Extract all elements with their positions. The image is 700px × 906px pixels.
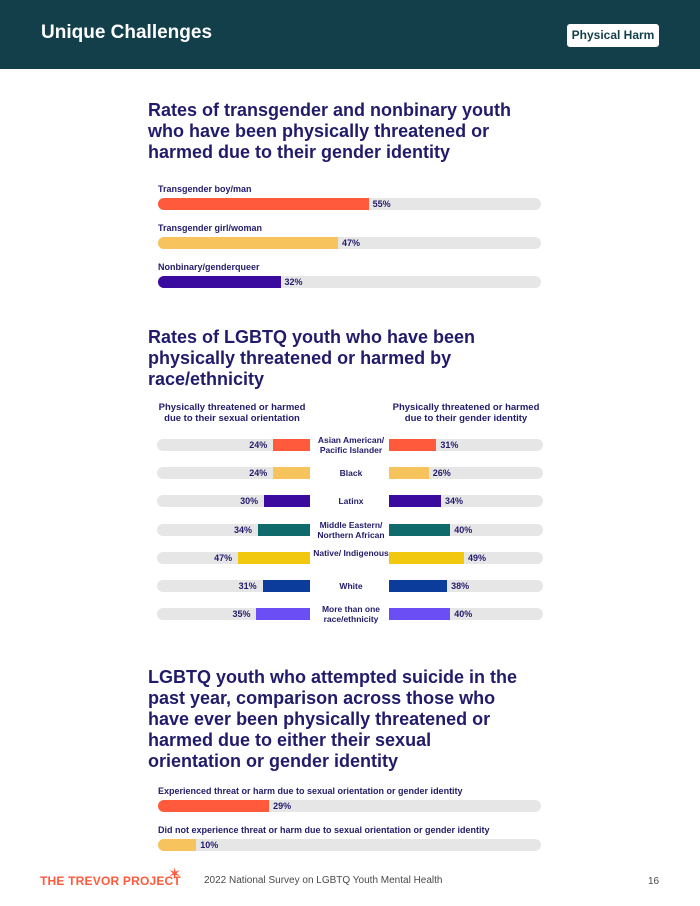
bar [389,580,448,592]
bar [389,551,464,564]
bar [264,495,310,508]
chart2-title: Rates of LGBTQ youth who have been physi… [148,327,476,389]
bar [158,800,270,812]
bar-label: Did not experience threat or harm due to… [158,825,490,835]
category-label: Middle Eastern/ Northern African [317,519,385,540]
data-label: 35% [232,609,251,620]
data-label: 49% [467,552,486,563]
data-label: 47% [342,238,361,248]
data-label: 24% [249,468,268,479]
bar [389,523,451,536]
bar-track [157,439,310,451]
data-label: 38% [451,581,470,591]
category-label: Black [339,468,363,479]
bar [273,467,310,480]
data-label: 26% [432,468,451,479]
bar [389,495,442,508]
data-label: 24% [249,440,268,450]
trevor-logo: THE TREVOR PROJECT [40,874,181,888]
category-label: More than one race/ethnicity [321,604,381,625]
data-label: 32% [284,277,303,287]
category-label: Asian American/ Pacific Islander [317,435,385,455]
bar-label: Transgender girl/woman [158,223,263,233]
bar [389,439,437,451]
footer-text: 2022 National Survey on LGBTQ Youth Ment… [204,875,443,886]
section-tag: Physical Harm [567,24,659,47]
data-label: 40% [454,524,473,535]
bar [262,580,310,592]
data-label: 10% [200,840,219,850]
bar [158,237,338,249]
data-label: 31% [440,440,459,450]
bar [158,839,197,851]
bar-label: Nonbinary/genderqueer [158,262,260,272]
bar [389,608,451,621]
data-label: 34% [233,524,252,535]
data-label: 47% [214,552,233,563]
bar [256,608,310,621]
bar-label: Experienced threat or harm due to sexual… [158,786,463,796]
category-label: White [339,581,363,591]
chart2-right-header: Physically threatened or harmed due to t… [392,402,540,424]
chart3-title: LGBTQ youth who attempted suicide in the… [148,667,518,771]
bar [389,467,429,480]
chart2-left-header: Physically threatened or harmed due to t… [158,402,306,424]
data-label: 55% [372,199,391,209]
bar [158,276,281,288]
data-label: 29% [273,801,292,811]
star-icon: ✶ [168,866,182,883]
category-label: Native/ Indigenous [313,547,389,558]
bar [273,439,310,451]
page-header: Unique Challenges Physical Harm [0,0,700,69]
page-title: Unique Challenges [41,22,213,43]
bar-track [158,839,541,851]
bar-track [157,467,310,480]
data-label: 31% [238,581,257,591]
bar [257,523,310,536]
page-number: 16 [648,876,660,887]
bar [238,551,310,564]
data-label: 30% [240,496,259,507]
bar [158,198,369,210]
data-label: 40% [454,609,473,620]
bar-label: Transgender boy/man [158,184,252,194]
data-label: 34% [445,496,464,507]
chart1-title: Rates of transgender and nonbinary youth… [148,100,512,162]
category-label: Latinx [338,496,364,507]
